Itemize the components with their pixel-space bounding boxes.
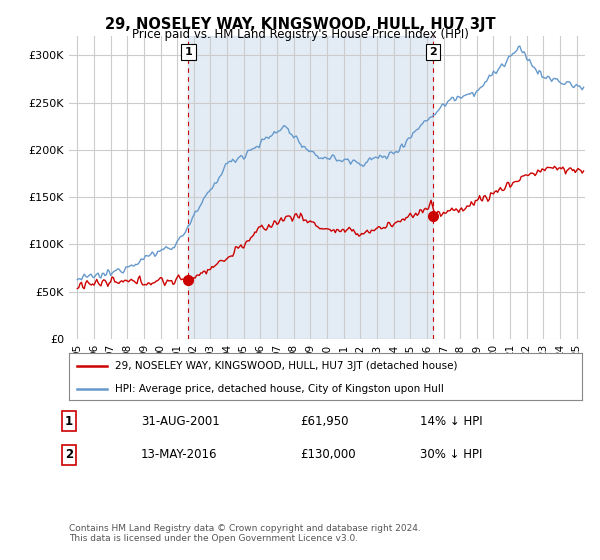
Text: Contains HM Land Registry data © Crown copyright and database right 2024.: Contains HM Land Registry data © Crown c… — [69, 524, 421, 533]
Text: £130,000: £130,000 — [300, 448, 356, 461]
Text: 14% ↓ HPI: 14% ↓ HPI — [420, 414, 482, 428]
Text: 30% ↓ HPI: 30% ↓ HPI — [420, 448, 482, 461]
Text: 29, NOSELEY WAY, KINGSWOOD, HULL, HU7 3JT (detached house): 29, NOSELEY WAY, KINGSWOOD, HULL, HU7 3J… — [115, 361, 458, 371]
Text: 2: 2 — [429, 47, 437, 57]
Text: £61,950: £61,950 — [300, 414, 349, 428]
Text: Price paid vs. HM Land Registry's House Price Index (HPI): Price paid vs. HM Land Registry's House … — [131, 28, 469, 41]
Bar — [188, 36, 433, 339]
Text: 13-MAY-2016: 13-MAY-2016 — [141, 448, 218, 461]
Text: 2: 2 — [65, 448, 73, 461]
Text: 29, NOSELEY WAY, KINGSWOOD, HULL, HU7 3JT: 29, NOSELEY WAY, KINGSWOOD, HULL, HU7 3J… — [104, 17, 496, 32]
Text: This data is licensed under the Open Government Licence v3.0.: This data is licensed under the Open Gov… — [69, 534, 358, 543]
Text: HPI: Average price, detached house, City of Kingston upon Hull: HPI: Average price, detached house, City… — [115, 384, 444, 394]
Text: 1: 1 — [184, 47, 192, 57]
Text: 31-AUG-2001: 31-AUG-2001 — [141, 414, 220, 428]
Text: 1: 1 — [65, 414, 73, 428]
